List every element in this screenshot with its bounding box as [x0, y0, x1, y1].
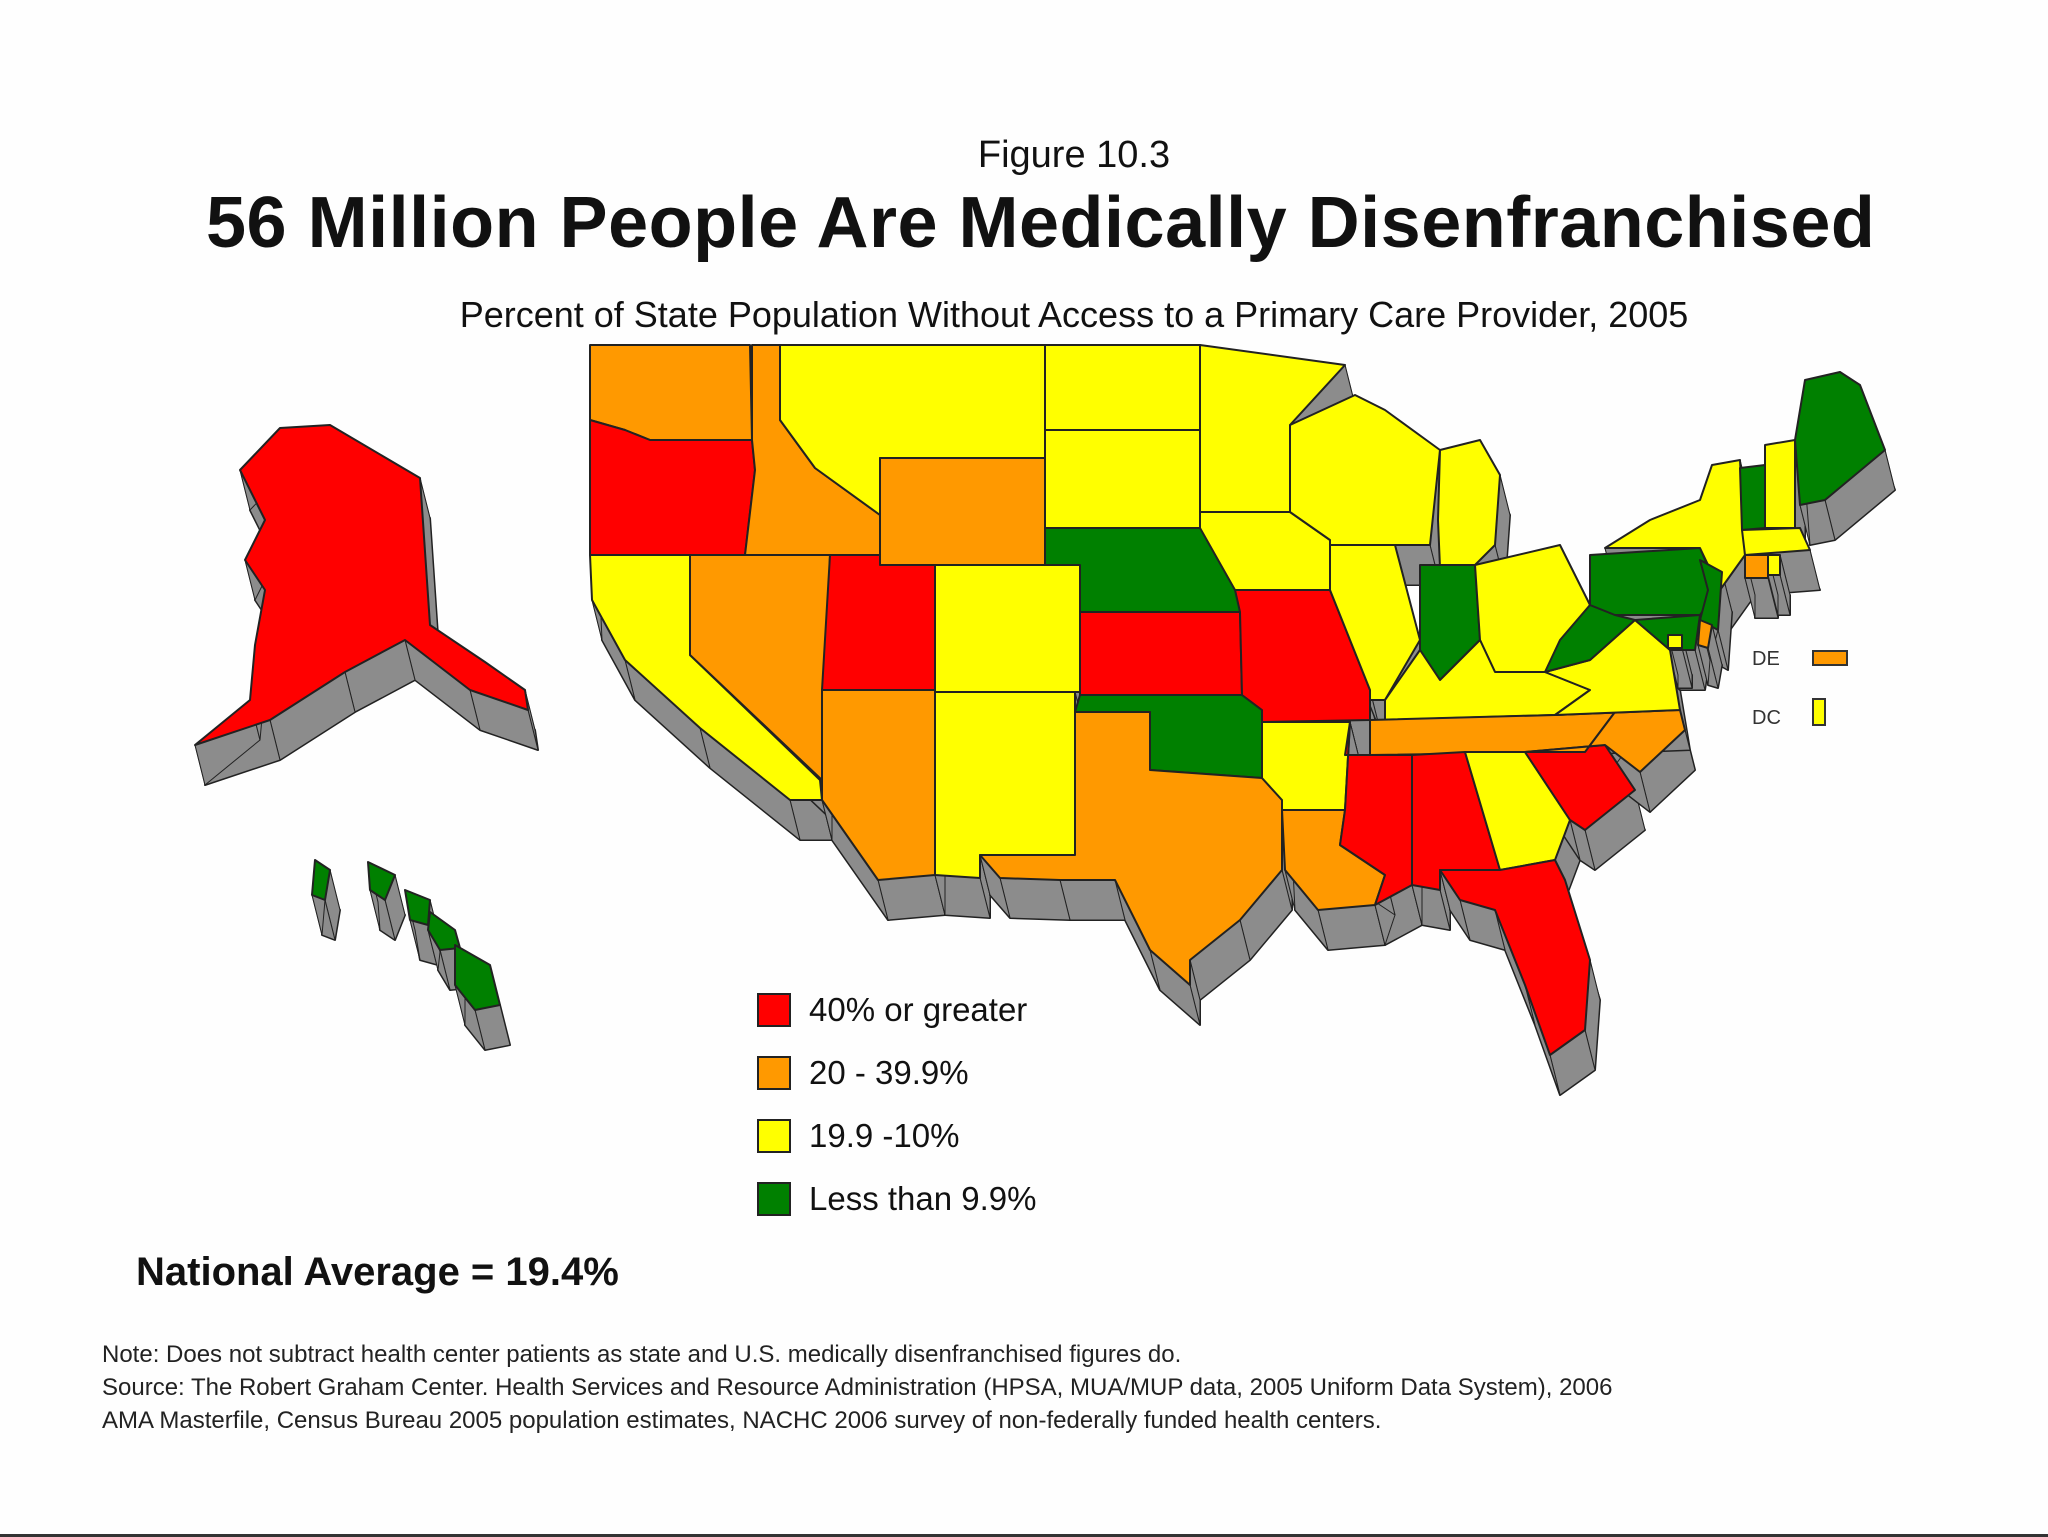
state-nm	[934, 691, 1076, 879]
state-ct	[1744, 554, 1769, 579]
state-md	[1634, 614, 1701, 651]
legend-item: 20 - 39.9%	[757, 1053, 1157, 1093]
small-state-swatch-de	[1812, 650, 1848, 666]
map-states	[194, 344, 1886, 1056]
state-pa	[1589, 547, 1719, 616]
state-ak	[194, 424, 529, 746]
state-wall-tx	[1059, 879, 1126, 921]
state-co	[934, 564, 1081, 693]
state-me	[1794, 371, 1886, 506]
state-ri	[1767, 554, 1781, 576]
state-wall-tx	[999, 877, 1071, 921]
legend-label: 40% or greater	[809, 991, 1028, 1028]
state-ny	[1604, 459, 1746, 591]
page-title: 56 Million People Are Medically Disenfra…	[206, 183, 1876, 263]
legend-swatch-orange	[757, 1056, 791, 1090]
note-line: Note: Does not subtract health center pa…	[102, 1341, 1182, 1368]
national-average: National Average = 19.4%	[136, 1250, 619, 1294]
state-az	[821, 689, 936, 881]
state-sd	[1044, 429, 1201, 529]
legend-item: 40% or greater	[757, 990, 1157, 1030]
legend-item: Less than 9.9%	[757, 1179, 1157, 1219]
state-nd	[1044, 344, 1201, 431]
state-wa	[589, 344, 753, 441]
state-hi	[311, 859, 331, 901]
state-fl	[1439, 859, 1591, 1056]
state-or	[589, 419, 756, 556]
legend-swatch-yellow	[757, 1119, 791, 1153]
source-line: Source: The Robert Graham Center. Health…	[102, 1374, 1613, 1401]
legend-label: 19.9 -10%	[809, 1117, 960, 1154]
state-wy	[879, 457, 1046, 566]
bottom-divider	[0, 1534, 2048, 1537]
state-hi	[404, 889, 431, 926]
state-ut	[821, 554, 936, 691]
state-hi	[427, 911, 461, 951]
state-nh	[1764, 439, 1796, 529]
state-mi	[1437, 439, 1501, 576]
state-wall-az	[877, 874, 946, 921]
state-tx	[979, 711, 1283, 986]
legend-swatch-green	[757, 1182, 791, 1216]
small-state-label-dc: DC	[1752, 707, 1781, 729]
legend-swatch-red	[757, 993, 791, 1027]
source-line: AMA Masterfile, Census Bureau 2005 popul…	[102, 1407, 1382, 1434]
state-hi	[367, 861, 396, 901]
chart-subtitle: Percent of State Population Without Acce…	[459, 294, 1689, 335]
state-de	[1697, 619, 1713, 649]
small-state-label-de: DE	[1752, 648, 1780, 670]
figure-label: Figure 10.3	[977, 134, 1171, 176]
legend-label: Less than 9.9%	[809, 1180, 1037, 1217]
source-notes: Note: Does not subtract health center pa…	[102, 1338, 1612, 1437]
state-dc	[1667, 634, 1683, 649]
legend-label: 20 - 39.9%	[809, 1054, 969, 1091]
state-vt	[1739, 464, 1766, 531]
state-nc	[1524, 709, 1686, 773]
state-ks	[1079, 611, 1243, 696]
state-hi	[454, 944, 501, 1011]
state-wi	[1289, 394, 1441, 546]
small-state-swatch-dc	[1812, 698, 1826, 726]
state-ma	[1741, 527, 1811, 556]
state-il	[1329, 544, 1421, 701]
legend-item: 19.9 -10%	[757, 1116, 1157, 1156]
state-wall-la	[1317, 904, 1386, 951]
